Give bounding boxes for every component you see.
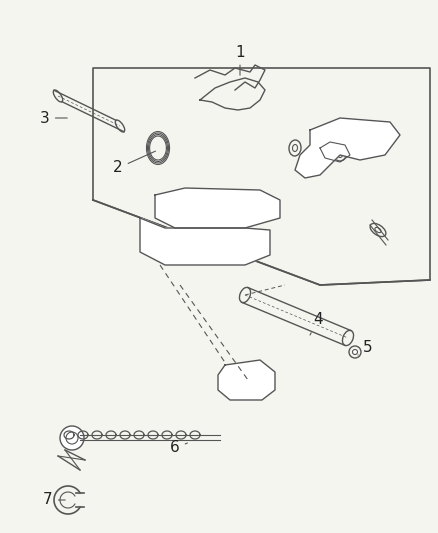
Text: 7: 7 — [43, 492, 65, 507]
Text: 3: 3 — [40, 110, 67, 125]
Polygon shape — [140, 218, 269, 265]
Circle shape — [237, 370, 252, 386]
Text: 1: 1 — [235, 44, 244, 75]
Text: 5: 5 — [357, 341, 372, 356]
Polygon shape — [294, 118, 399, 178]
Ellipse shape — [352, 350, 357, 354]
Circle shape — [60, 426, 84, 450]
Polygon shape — [155, 188, 279, 228]
Polygon shape — [218, 360, 274, 400]
Text: 4: 4 — [309, 312, 322, 335]
Text: 2: 2 — [113, 151, 155, 175]
Text: 6: 6 — [170, 440, 187, 456]
